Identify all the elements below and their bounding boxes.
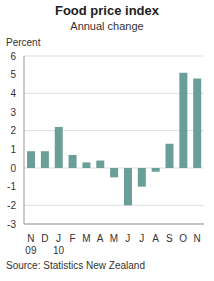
html-text:Percent: Percent	[6, 37, 41, 48]
svg-text:5: 5	[10, 69, 16, 80]
svg-text:D: D	[41, 233, 48, 244]
svg-text:J: J	[56, 233, 61, 244]
html-text:Annual change: Annual change	[70, 20, 144, 32]
html-text:Food price index: Food price index	[55, 3, 159, 18]
svg-text:10: 10	[53, 245, 65, 256]
svg-text:-1: -1	[8, 181, 16, 192]
svg-text:N: N	[27, 233, 34, 244]
svg-text:S: S	[166, 233, 173, 244]
svg-text:09: 09	[25, 245, 37, 256]
svg-text:J: J	[139, 233, 144, 244]
svg-text:6: 6	[10, 51, 16, 62]
svg-text:4: 4	[10, 88, 16, 99]
svg-text:A: A	[152, 233, 159, 244]
svg-text:O: O	[179, 233, 187, 244]
svg-text:-2: -2	[8, 200, 16, 211]
svg-text:2: 2	[10, 125, 16, 136]
html-text:Source: Statistics New Zealand: Source: Statistics New Zealand	[6, 260, 145, 271]
svg-text:3: 3	[10, 107, 16, 118]
svg-text:0: 0	[10, 163, 16, 174]
svg-text:N: N	[193, 233, 200, 244]
svg-text:M: M	[110, 233, 118, 244]
svg-text:-3: -3	[8, 219, 16, 230]
svg-text:A: A	[97, 233, 104, 244]
svg-text:F: F	[69, 233, 75, 244]
svg-text:J: J	[125, 233, 130, 244]
svg-text:M: M	[82, 233, 90, 244]
svg-text:1: 1	[10, 144, 16, 155]
